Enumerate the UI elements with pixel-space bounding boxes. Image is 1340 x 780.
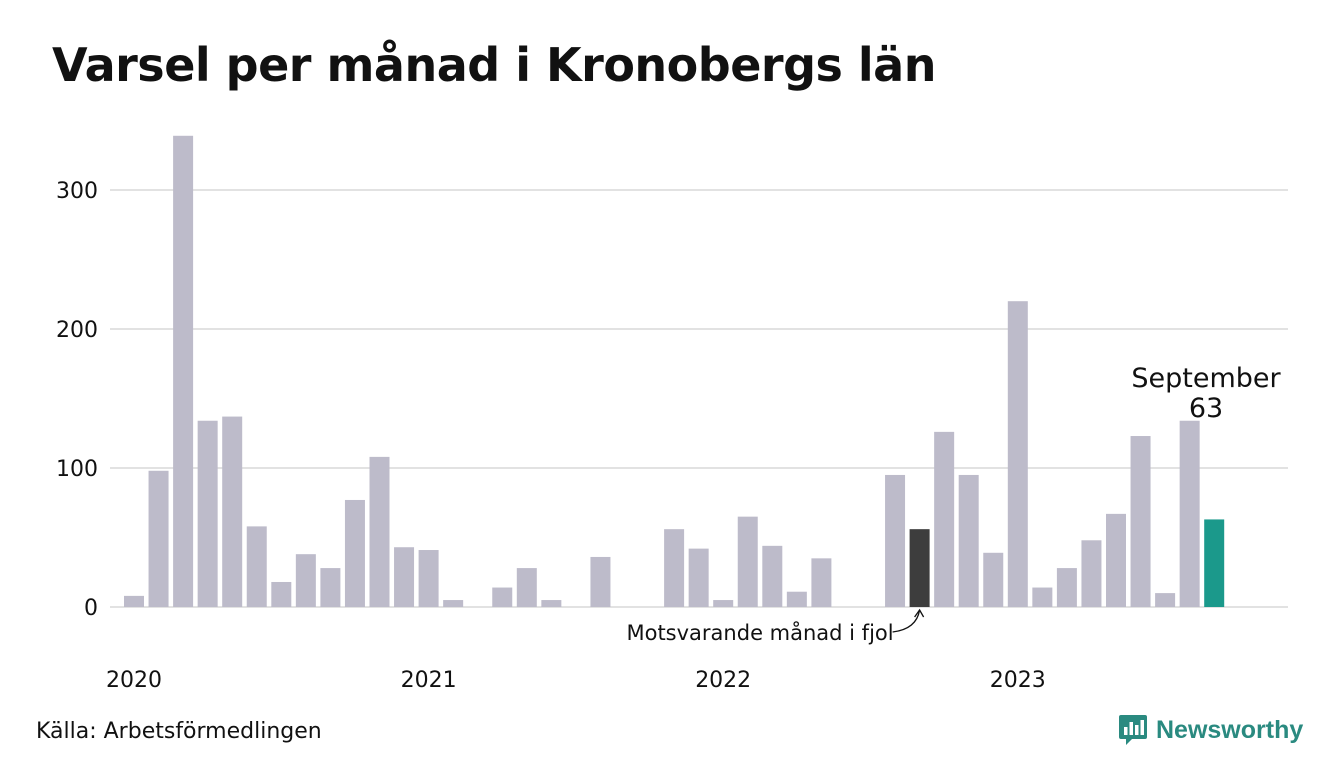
bar bbox=[124, 595, 144, 607]
bar bbox=[1007, 301, 1028, 607]
x-tick-label: 2022 bbox=[695, 668, 751, 693]
bar bbox=[983, 552, 1004, 607]
y-tick-label: 0 bbox=[84, 596, 98, 621]
bar bbox=[934, 431, 955, 607]
bar bbox=[786, 591, 807, 607]
bar bbox=[713, 600, 734, 607]
bar bbox=[197, 420, 218, 607]
x-tick-label: 2023 bbox=[990, 668, 1046, 693]
bar bbox=[1179, 420, 1200, 607]
y-tick-label: 100 bbox=[56, 457, 98, 482]
comparison-label: Motsvarande månad i fjol bbox=[626, 620, 893, 645]
bar bbox=[394, 547, 415, 607]
y-tick-label: 300 bbox=[56, 179, 98, 204]
bar bbox=[688, 548, 709, 607]
bar bbox=[492, 587, 513, 607]
comparison-arrowhead bbox=[914, 608, 925, 618]
bar bbox=[148, 470, 169, 607]
brand-name: Newsworthy bbox=[1156, 715, 1304, 744]
bar bbox=[344, 499, 365, 607]
source-text: Källa: Arbetsförmedlingen bbox=[36, 719, 322, 744]
chart-bubble-icon bbox=[1119, 715, 1147, 745]
bar bbox=[295, 554, 316, 607]
bar bbox=[590, 556, 611, 607]
bar bbox=[737, 516, 758, 607]
bar bbox=[541, 600, 562, 607]
bar bbox=[443, 600, 464, 607]
bar bbox=[246, 526, 267, 607]
bar bbox=[762, 545, 783, 607]
bar bbox=[1155, 593, 1176, 607]
bar bbox=[958, 474, 979, 607]
bar bbox=[271, 581, 292, 607]
bar bbox=[885, 474, 906, 607]
bar-comparison-month bbox=[909, 529, 930, 607]
y-tick-label: 200 bbox=[56, 318, 98, 343]
bar bbox=[369, 456, 390, 607]
bar bbox=[811, 558, 832, 607]
y-axis-ticks: 0 100 200 300 bbox=[56, 179, 98, 621]
x-tick-label: 2021 bbox=[401, 668, 457, 693]
current-month-label: September bbox=[1131, 363, 1281, 394]
current-value-label: 63 bbox=[1189, 393, 1223, 424]
bar bbox=[1032, 587, 1053, 607]
comparison-arrow bbox=[892, 609, 921, 633]
bar bbox=[320, 568, 341, 607]
bar bbox=[173, 135, 194, 608]
bar bbox=[418, 550, 439, 607]
chart-title: Varsel per månad i Kronobergs län bbox=[52, 38, 936, 92]
bar bbox=[1056, 568, 1077, 607]
bar bbox=[1106, 513, 1126, 607]
bar bbox=[516, 568, 537, 607]
brand-logo[interactable]: Newsworthy bbox=[1118, 713, 1303, 747]
bar-chart: 0 100 200 300 2020 2021 2022 2023 September 63… bbox=[56, 135, 1288, 693]
x-tick-label: 2020 bbox=[106, 668, 162, 693]
bar bbox=[1130, 436, 1151, 607]
x-axis-ticks: 2020 2021 2022 2023 bbox=[106, 668, 1046, 693]
bar bbox=[664, 529, 685, 607]
bar bbox=[1081, 540, 1102, 607]
bar bbox=[222, 416, 243, 607]
annotations: September 63 Motsvarande månad i fjol bbox=[626, 363, 1281, 645]
bars bbox=[124, 135, 1225, 608]
bar-current-month bbox=[1204, 519, 1225, 607]
